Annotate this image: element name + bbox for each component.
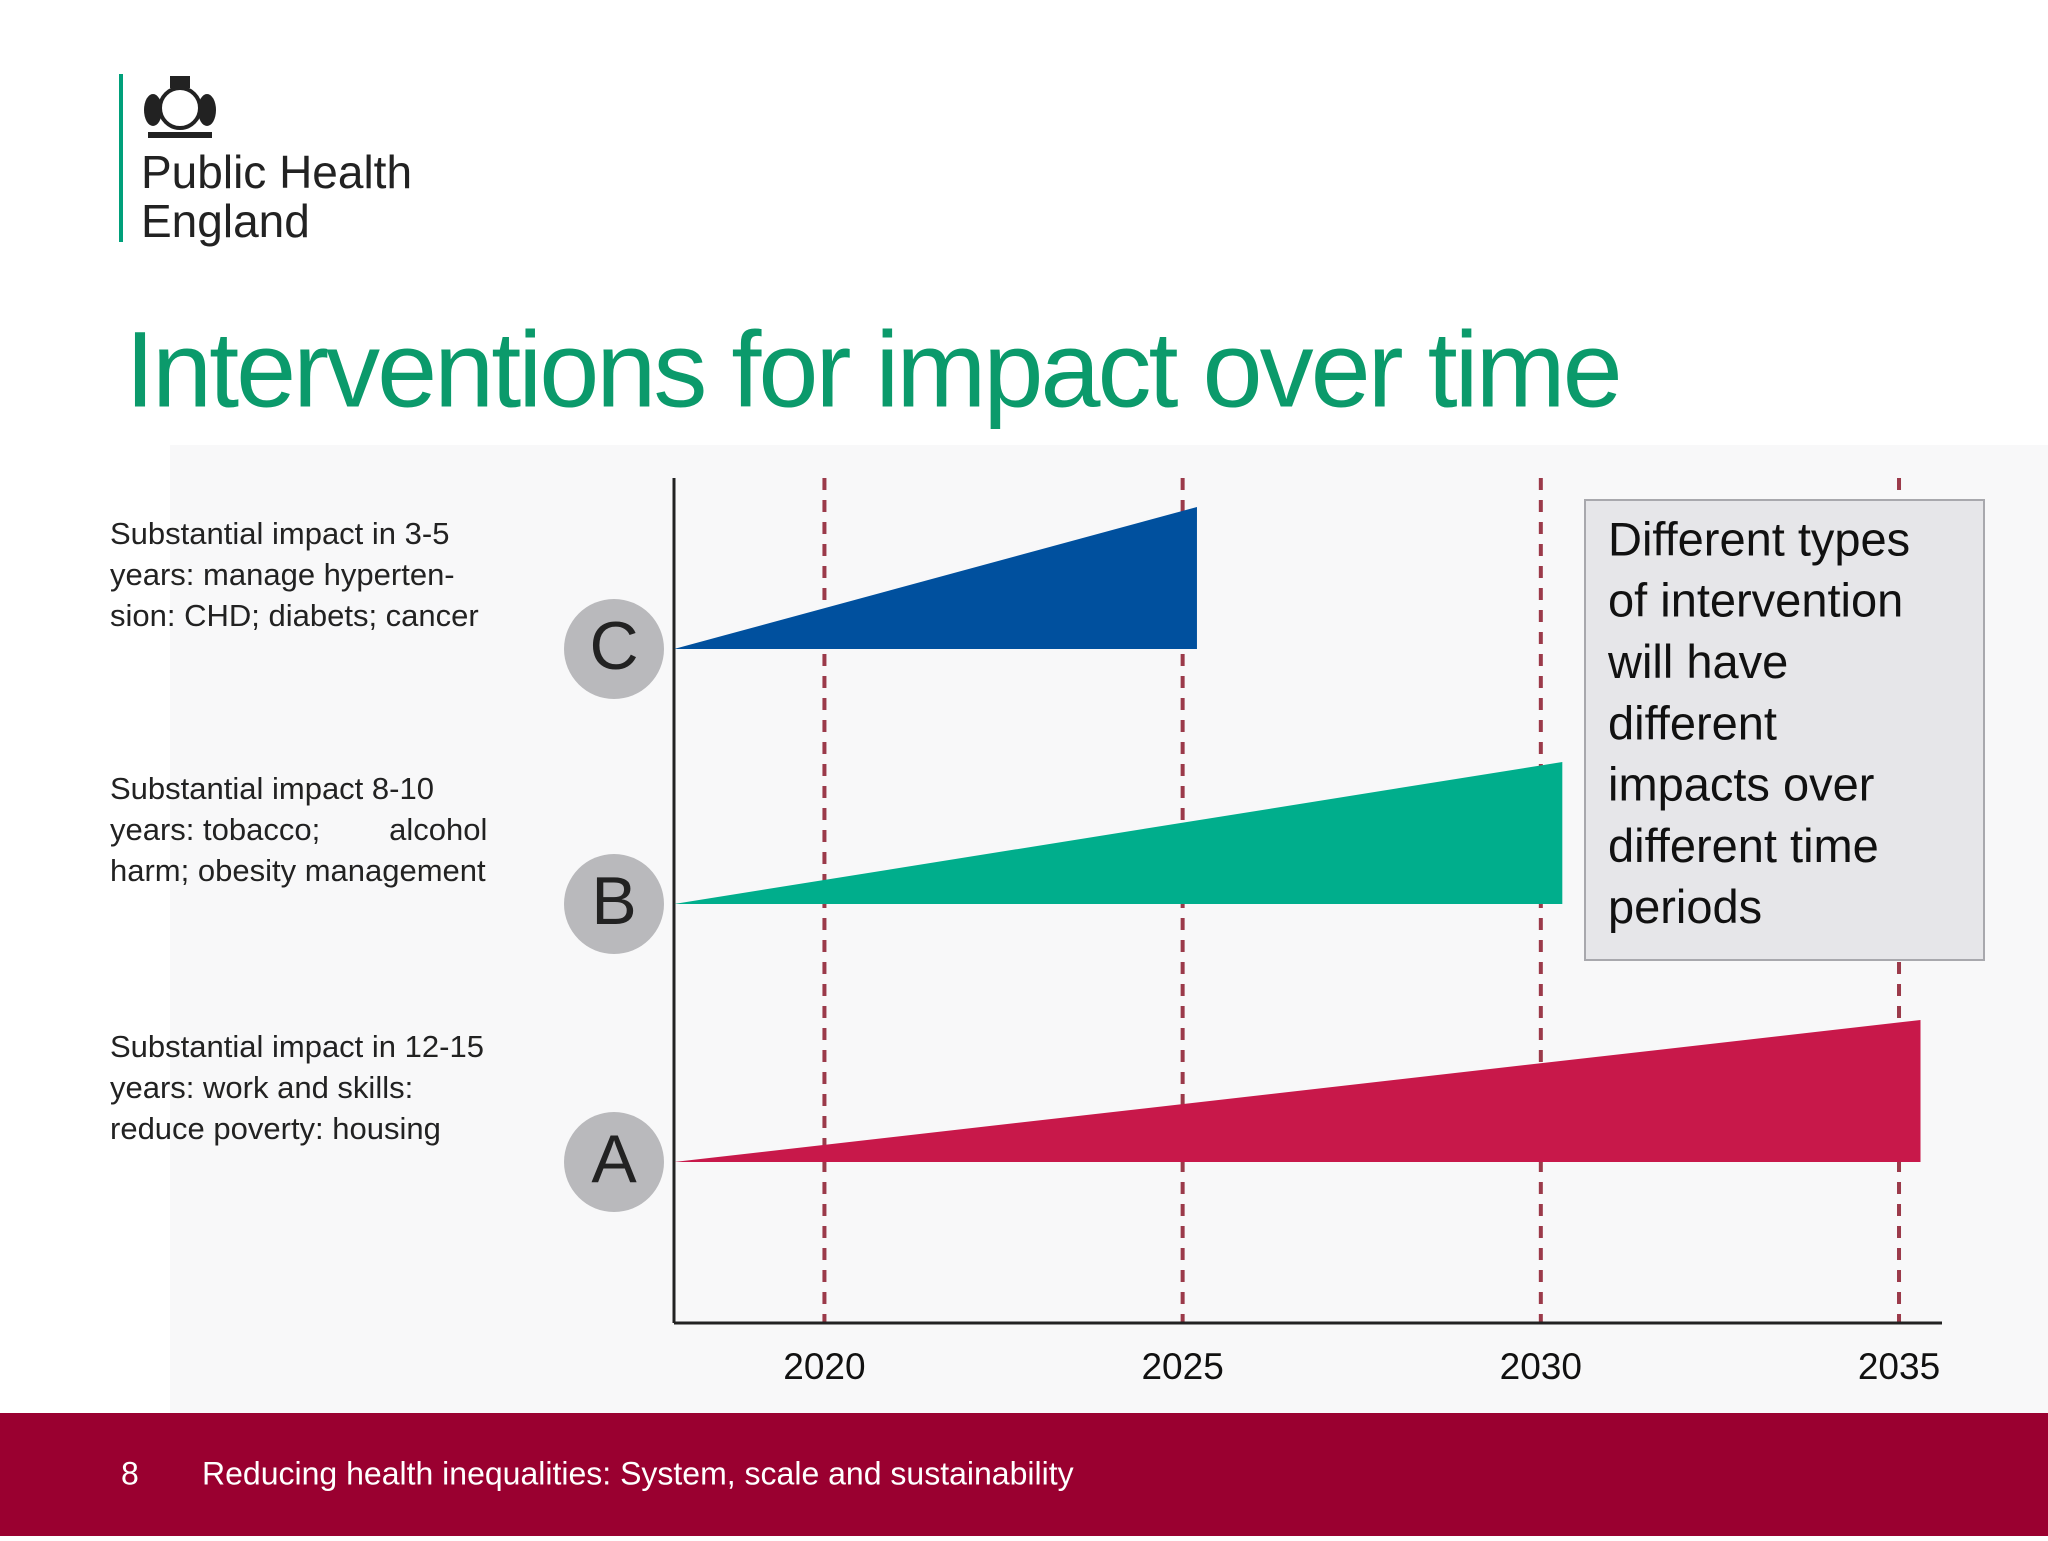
x-tick-label: 2030 [1500, 1346, 1582, 1387]
note-box [1584, 499, 1985, 961]
note-line: periods [1608, 880, 1762, 933]
category-label: C [589, 608, 638, 684]
category-label: B [591, 863, 636, 939]
note-line: Different types [1608, 512, 1910, 565]
note: Different types of intervention will have d… [1607, 512, 1910, 933]
wedge [674, 762, 1563, 904]
category-badge [564, 1112, 664, 1212]
category-description: harm; obesity management [110, 853, 486, 888]
category-label: A [591, 1121, 637, 1197]
footer-band [0, 1413, 2048, 1536]
category-badge [564, 854, 664, 954]
footer-text: Reducing health inequalities: System, sc… [202, 1455, 1074, 1491]
note-line: of intervention [1608, 574, 1903, 627]
category-description: reduce poverty: housing [110, 1111, 441, 1146]
plot: 2020 2025 2030 2035 C Substantial impact in 3… [110, 478, 1942, 1387]
x-tick-label: 2035 [1858, 1346, 1940, 1387]
wedge [674, 1020, 1921, 1162]
x-tick-label: 2020 [783, 1346, 865, 1387]
category-description: Substantial impact in 3-5 [110, 516, 449, 551]
x-tick-label: 2025 [1141, 1346, 1223, 1387]
category-badge [564, 599, 664, 699]
wedge [674, 507, 1197, 649]
note-line: different time [1608, 819, 1879, 872]
category-description: years: tobacco; alcohol [110, 812, 487, 847]
note-line: will have [1607, 635, 1788, 688]
slide-title: Interventions for impact over time [125, 309, 1620, 430]
note-line: impacts over [1608, 758, 1874, 811]
category-description: years: work and skills: [110, 1070, 413, 1105]
category-description: Substantial impact 8-10 [110, 771, 434, 806]
crest [144, 76, 216, 138]
note-line: different [1608, 696, 1777, 749]
org-name: England [141, 195, 310, 247]
category-description: sion: CHD; diabets; cancer [110, 598, 479, 633]
category-description: Substantial impact in 12-15 [110, 1029, 484, 1064]
page-number: 8 [121, 1455, 139, 1491]
category-description: years: manage hyperten- [110, 557, 455, 592]
logo-rule [119, 74, 123, 242]
org-name: Public Health [141, 146, 412, 198]
